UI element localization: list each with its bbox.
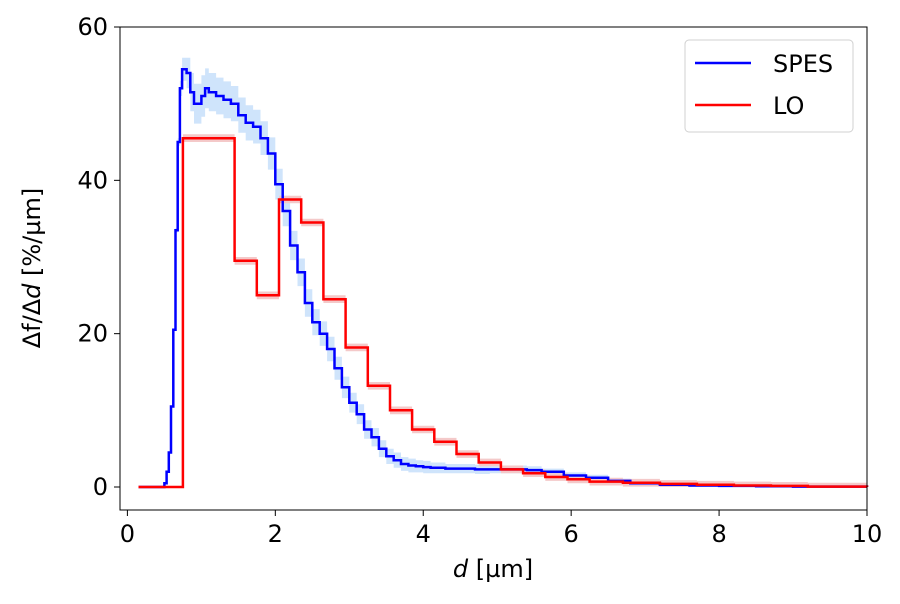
x-axis-label: d [µm] (453, 555, 533, 583)
x-tick-label: 8 (711, 520, 726, 548)
x-tick-label: 2 (268, 520, 283, 548)
legend: SPES LO (684, 39, 854, 133)
plot-frame (119, 26, 868, 511)
x-tick-label: 0 (120, 520, 135, 548)
series-line-spes (138, 67, 869, 489)
y-axis-label: Δf/Δd [%/µm] (18, 188, 46, 349)
x-tick-label: 10 (852, 520, 883, 548)
legend-label-spes: SPES (773, 50, 833, 78)
y-tick-label: 40 (77, 166, 108, 194)
x-tick-label: 4 (416, 520, 431, 548)
plot-area (138, 57, 869, 489)
legend-label-lo: LO (773, 92, 804, 120)
series-band-lo (182, 134, 867, 488)
ticks: 0 2 4 6 8 10 0 20 40 60 (77, 13, 882, 548)
series-line-lo (138, 136, 869, 489)
series-band-spes (138, 57, 867, 487)
y-tick-label: 20 (77, 320, 108, 348)
x-tick-label: 6 (564, 520, 579, 548)
y-tick-label: 60 (77, 13, 108, 41)
y-tick-label: 0 (93, 473, 108, 501)
